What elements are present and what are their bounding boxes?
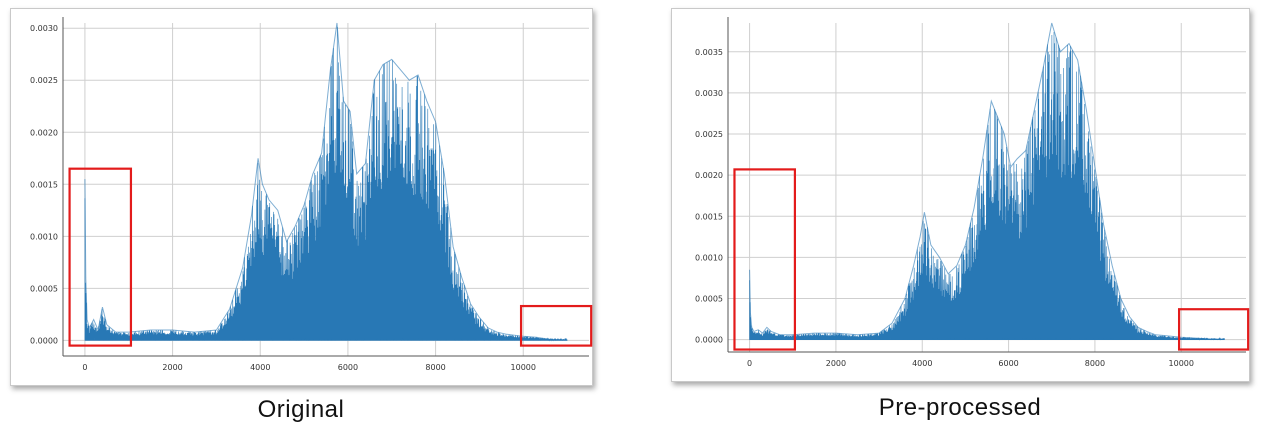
- caption-preprocessed: Pre-processed: [878, 394, 1042, 421]
- y-tick-label: 0.0010: [695, 253, 723, 262]
- highlight-box: [519, 304, 593, 347]
- x-tick-label: 8000: [1085, 359, 1105, 368]
- x-tick-label: 0: [747, 359, 752, 368]
- chart-frame: 0.0000 0.0005 0.0010 0.0015 0.0020 0.0025 0.00…: [10, 8, 593, 386]
- y-tick-label: 0.0025: [30, 76, 58, 85]
- y-tick-label: 0.0030: [695, 89, 723, 98]
- x-tick-label: 4000: [912, 359, 932, 368]
- figure-original: 0.0000 0.0005 0.0010 0.0015 0.0020 0.0025 0.00…: [10, 8, 593, 386]
- y-tick-label: 0.0015: [695, 212, 723, 221]
- highlight-box: [733, 168, 797, 351]
- y-tick-label: 0.0030: [30, 24, 58, 33]
- y-tick-label: 0.0020: [30, 128, 58, 137]
- highlight-box: [1177, 308, 1250, 351]
- histogram-chart-original: 0.0000 0.0005 0.0010 0.0015 0.0020 0.0025 0.00…: [30, 17, 593, 372]
- highlight-box: [68, 167, 133, 347]
- x-tick-label: 6000: [998, 359, 1018, 368]
- chart-frame: 0.0000 0.0005 0.0010 0.0015 0.0020 0.0025 0.00…: [671, 8, 1250, 382]
- x-tick-label: 0: [82, 363, 87, 372]
- figure-preprocessed: 0.0000 0.0005 0.0010 0.0015 0.0020 0.0025 0.00…: [671, 8, 1250, 382]
- x-tick-label: 2000: [162, 363, 182, 372]
- y-tick-label: 0.0000: [30, 336, 58, 345]
- histogram-series: [749, 31, 1225, 341]
- histogram-chart-preprocessed: 0.0000 0.0005 0.0010 0.0015 0.0020 0.0025 0.00…: [695, 17, 1250, 368]
- x-tick-label: 2000: [826, 359, 846, 368]
- x-tick-label: 10000: [1169, 359, 1194, 368]
- caption-original: Original: [257, 396, 345, 423]
- x-tick-label: 8000: [425, 363, 445, 372]
- y-tick-label: 0.0025: [695, 130, 723, 139]
- y-tick-label: 0.0035: [695, 48, 723, 57]
- y-tick-label: 0.0010: [30, 232, 58, 241]
- series-envelope: [749, 22, 1225, 340]
- histogram-series: [84, 27, 568, 342]
- x-tick-label: 6000: [338, 363, 358, 372]
- x-tick-label: 4000: [250, 363, 270, 372]
- y-tick-label: 0.0000: [695, 336, 723, 345]
- y-tick-label: 0.0015: [30, 180, 58, 189]
- y-tick-label: 0.0020: [695, 171, 723, 180]
- y-tick-label: 0.0005: [695, 295, 723, 304]
- x-tick-label: 10000: [511, 363, 536, 372]
- series-envelope: [84, 22, 568, 341]
- y-tick-label: 0.0005: [30, 284, 58, 293]
